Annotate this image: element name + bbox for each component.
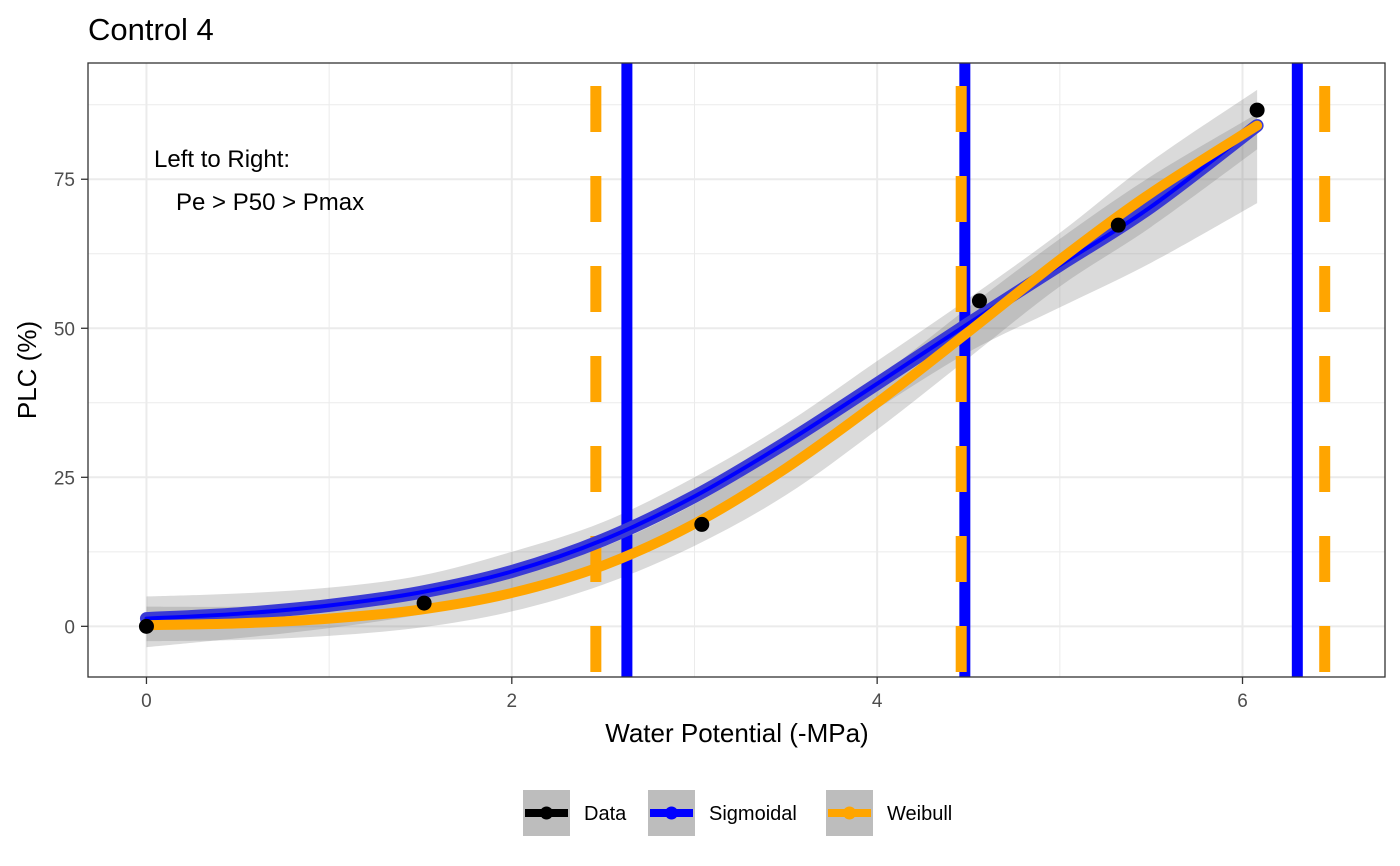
data-point-layer (138, 102, 1265, 634)
legend-label-data: Data (584, 803, 627, 825)
legend: Data Sigmoidal Weibull (523, 790, 952, 836)
plot-panel-border (87, 62, 1386, 678)
confidence-band-layer (146, 89, 1258, 648)
x-tick-label: 6 (1237, 691, 1248, 712)
annotation-line-1: Left to Right: (154, 146, 290, 173)
data-point (416, 595, 432, 611)
x-tick-label: 2 (507, 691, 518, 712)
y-tick-label: 75 (54, 170, 75, 191)
legend-key-weibull-point (843, 806, 856, 820)
legend-key-sigmoidal-point (665, 806, 678, 820)
data-point (1249, 102, 1265, 118)
annotation-text: Left to Right: Pe > P50 > Pmax (154, 146, 364, 216)
plot-panel-background (88, 63, 1385, 677)
chart-title: Control 4 (88, 12, 214, 47)
axis-ticks: 0 2 4 6 0 25 50 75 (54, 170, 1248, 712)
data-point (138, 618, 154, 634)
fitted-curve-weibull (141, 120, 1263, 631)
legend-label-weibull: Weibull (887, 803, 952, 825)
y-tick-label: 50 (54, 319, 75, 340)
legend-label-sigmoidal: Sigmoidal (709, 803, 797, 825)
threshold-line-layer (590, 63, 1331, 677)
data-point (1110, 217, 1126, 233)
x-tick-label: 4 (872, 691, 883, 712)
data-point (971, 293, 987, 309)
legend-key-data-point (540, 806, 553, 820)
fitted-curve-layer (139, 119, 1264, 631)
y-tick-label: 0 (64, 617, 75, 638)
data-point (694, 516, 710, 532)
x-tick-label: 0 (141, 691, 152, 712)
y-axis-title: PLC (%) (12, 321, 42, 419)
confidence-band-weibull (146, 113, 1258, 642)
x-axis-title: Water Potential (-MPa) (605, 718, 868, 748)
annotation-line-2: Pe > P50 > Pmax (176, 189, 364, 216)
y-tick-label: 25 (54, 468, 75, 489)
